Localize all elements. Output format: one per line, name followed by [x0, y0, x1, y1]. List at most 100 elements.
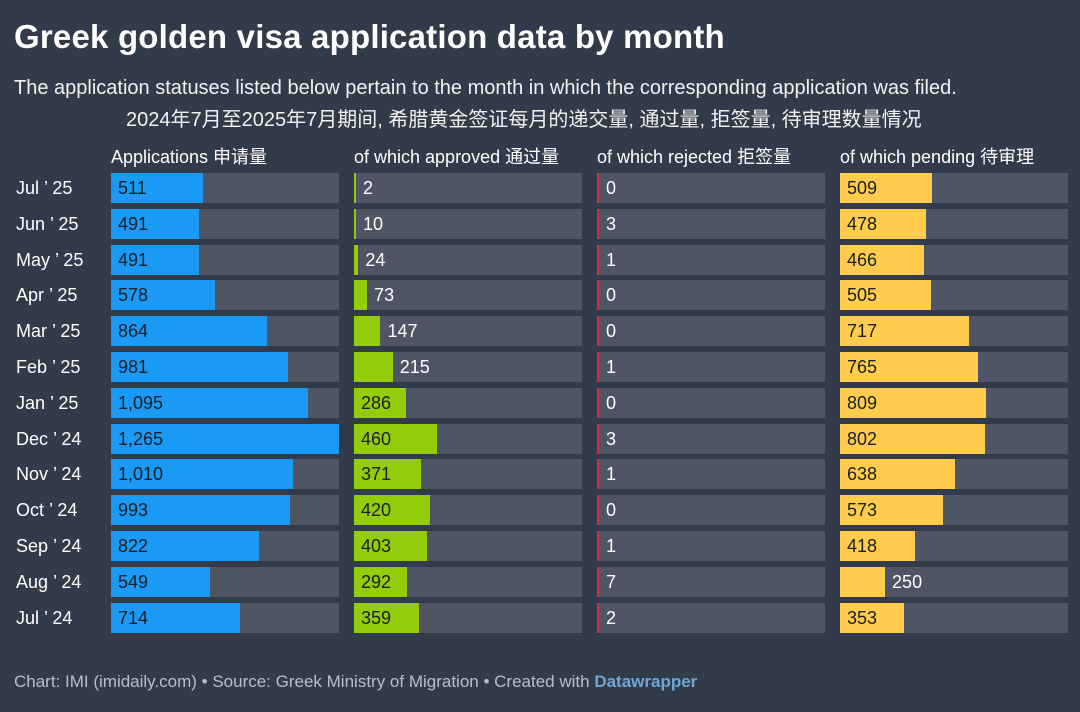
row-label: Jul ’ 25	[16, 178, 73, 198]
bar-track-pending: 573	[840, 495, 1068, 526]
value-label-applications: 864	[118, 321, 149, 342]
row-label: Feb ’ 25	[16, 357, 81, 377]
bar-applications	[111, 387, 309, 418]
bar-track-rejected: 1	[597, 531, 825, 561]
bar-pending	[840, 208, 927, 239]
bar-track-pending: 509	[840, 173, 1068, 203]
value-label-pending: 509	[847, 178, 878, 198]
value-label-applications: 714	[118, 607, 149, 628]
value-label-applications: 491	[118, 249, 149, 270]
bar-track-rejected: 0	[597, 280, 825, 311]
bar-pending	[840, 352, 978, 382]
chart-title: Greek golden visa application data by mo…	[14, 18, 725, 55]
bar-track-rejected: 2	[597, 602, 825, 633]
bar-track-applications: 549	[111, 566, 339, 597]
bar-track-approved: 403	[354, 531, 582, 561]
bar-rejected	[597, 495, 599, 526]
bar-rejected	[597, 387, 599, 418]
value-label-approved: 359	[361, 607, 392, 628]
bar-track-rejected: 0	[597, 495, 825, 526]
row-label: Dec ’ 24	[16, 428, 82, 449]
value-label-approved: 73	[374, 285, 395, 306]
bar-rejected	[597, 531, 599, 561]
bar-track-approved: 371	[354, 459, 582, 490]
bar-approved	[354, 387, 406, 418]
bar-rejected	[597, 173, 599, 203]
value-label-applications: 993	[118, 500, 149, 521]
bar-track-pending: 802	[840, 423, 1068, 454]
bar-pending	[840, 566, 886, 597]
bar-track-applications: 491	[111, 244, 339, 275]
chart-subtitle-chinese: 2024年7月至2025年7月期间, 希腊黄金签证每月的递交量, 通过量, 拒签…	[126, 109, 922, 131]
value-label-applications: 491	[118, 213, 149, 234]
value-label-pending: 505	[847, 285, 878, 306]
bar-applications	[111, 280, 216, 311]
row-label: Apr ’ 25	[16, 285, 78, 306]
bar-track-rejected: 1	[597, 352, 825, 382]
value-label-approved: 420	[361, 500, 392, 521]
bar-track-applications: 1,095	[111, 387, 339, 418]
row-label: Aug ’ 24	[16, 571, 82, 592]
value-label-applications: 1,010	[118, 464, 164, 485]
bar-track-pending: 466	[840, 244, 1068, 275]
bar-track-rejected: 3	[597, 423, 825, 454]
bar-track-approved: 215	[354, 352, 582, 382]
bar-track-pending: 250	[840, 566, 1068, 597]
bar-track-rejected: 0	[597, 387, 825, 418]
bar-track-pending: 418	[840, 531, 1068, 561]
value-label-pending: 478	[847, 213, 878, 234]
bar-approved	[354, 352, 393, 382]
value-label-rejected: 7	[606, 571, 617, 592]
bar-applications	[111, 495, 290, 526]
bar-pending	[840, 602, 904, 633]
value-label-pending: 765	[847, 357, 878, 377]
chart-subtitle: The application statuses listed below pe…	[14, 77, 957, 99]
bar-track-approved: 10	[354, 208, 582, 239]
value-label-approved: 460	[361, 428, 392, 449]
bar-applications	[111, 602, 240, 633]
bar-track-applications: 491	[111, 208, 339, 239]
column-header-applications: Applications 申请量	[111, 147, 268, 167]
bar-applications	[111, 352, 288, 382]
value-label-rejected: 0	[606, 321, 617, 342]
value-label-pending: 250	[892, 571, 923, 592]
value-label-pending: 466	[847, 249, 878, 270]
bar-track-pending: 353	[840, 602, 1068, 633]
value-label-approved: 24	[365, 249, 386, 270]
bar-approved	[354, 602, 419, 633]
value-label-rejected: 0	[606, 500, 617, 521]
bar-track-approved: 460	[354, 423, 582, 454]
bar-track-pending: 638	[840, 459, 1068, 490]
bar-rejected	[597, 244, 599, 275]
column-header-rejected: of which rejected 拒签量	[597, 147, 792, 167]
value-label-approved: 2	[363, 178, 374, 198]
value-label-applications: 981	[118, 357, 149, 377]
bar-track-approved: 2	[354, 173, 582, 203]
bar-track-pending: 505	[840, 280, 1068, 311]
bar-track-applications: 1,265	[111, 423, 339, 454]
datawrapper-link[interactable]: Datawrapper	[594, 672, 698, 691]
bar-track-approved: 147	[354, 316, 582, 347]
value-label-rejected: 1	[606, 536, 617, 556]
bar-applications	[111, 208, 200, 239]
bar-track-applications: 1,010	[111, 459, 339, 490]
value-label-approved: 147	[387, 321, 418, 342]
bar-pending	[840, 495, 944, 526]
bar-applications	[111, 423, 339, 454]
bar-applications	[111, 173, 204, 203]
bar-track-pending: 717	[840, 316, 1068, 347]
bar-track-pending: 765	[840, 352, 1068, 382]
bar-track-applications: 981	[111, 352, 339, 382]
bar-approved	[354, 244, 359, 275]
value-label-rejected: 1	[606, 249, 617, 270]
bar-track-applications: 578	[111, 280, 339, 311]
value-label-approved: 292	[361, 571, 392, 592]
value-label-rejected: 3	[606, 428, 617, 449]
value-label-pending: 418	[847, 536, 878, 556]
value-label-pending: 717	[847, 321, 878, 342]
value-label-applications: 511	[118, 178, 147, 198]
bar-rejected	[597, 566, 599, 597]
value-label-rejected: 1	[606, 357, 617, 377]
value-label-rejected: 2	[606, 607, 617, 628]
bar-track-applications: 511	[111, 173, 339, 203]
